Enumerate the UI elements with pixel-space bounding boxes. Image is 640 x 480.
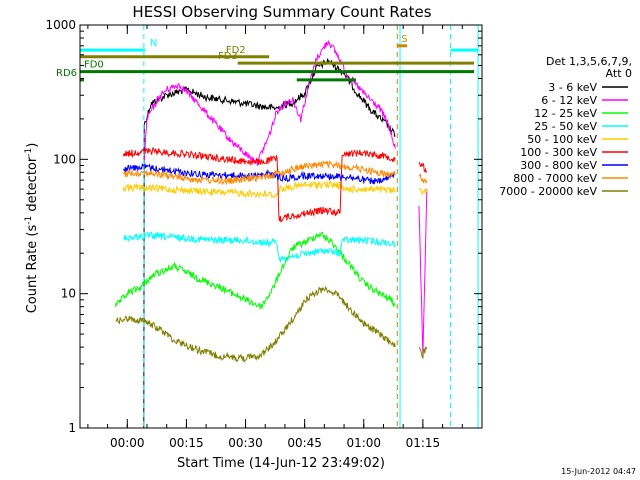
legend-label-800-7000-kev: 800 - 7000 keV — [513, 172, 597, 185]
y-tick-label-0: 1 — [68, 421, 76, 435]
x-tick-label-5: 01:15 — [406, 436, 441, 450]
legend-label-6-12-kev: 6 - 12 keV — [541, 94, 597, 107]
legend-label-300-800-kev: 300 - 800 keV — [520, 159, 597, 172]
series-7000-20000-kev-line-0 — [115, 286, 396, 363]
x-tick-label-3: 00:45 — [287, 436, 322, 450]
series-25-50-kev-line-0 — [123, 231, 396, 263]
series-layer — [115, 39, 428, 429]
series-6-12-kev-line-0 — [143, 39, 396, 167]
series-50-100-kev-line-0 — [122, 180, 396, 199]
legend-header-line-2: Att 0 — [606, 67, 632, 80]
x-tick-label-2: 00:30 — [228, 436, 263, 450]
series-300-800-kev-line-0 — [122, 163, 396, 185]
marker-fd0-label: FD0 — [84, 60, 104, 71]
x-tick-label-4: 01:00 — [346, 436, 381, 450]
y-axis-label-main: Count Rate (s — [25, 225, 40, 314]
marker-fd2-label: FD2 — [226, 45, 246, 56]
legend-label-12-25-kev: 12 - 25 keV — [534, 107, 597, 120]
series-3-6-kev-line-0 — [143, 58, 396, 429]
series-100-300-kev-line-1 — [418, 161, 428, 173]
series-6-12-kev-line-1 — [418, 189, 428, 357]
marker-rd6-label: RD6 — [56, 68, 77, 79]
y-axis-label-sup-2: -1 — [24, 148, 34, 157]
x-axis-label: Start Time (14-Jun-12 23:49:02) — [177, 456, 385, 471]
series-100-300-kev-line-0 — [122, 147, 396, 223]
series-50-100-kev-line-1 — [418, 188, 428, 196]
legend-label-3-6-kev: 3 - 6 keV — [548, 81, 597, 94]
marker-n-label: N — [150, 38, 157, 49]
timestamp: 15-Jun-2012 04:47 — [561, 467, 636, 476]
legend-header-line-1: Det 1,3,5,6,7,9, — [546, 55, 632, 68]
y-axis-label-mid: detector — [25, 156, 40, 216]
marker-s-label: S — [401, 34, 407, 45]
legend-label-50-100-kev: 50 - 100 keV — [527, 133, 597, 146]
y-axis-label-sup-1: -1 — [24, 216, 34, 225]
tick-layer: 1 10 100 1000 00:00 00:15 00:30 00:45 01:00 01:15 — [45, 18, 483, 450]
x-tick-label-0: 00:00 — [110, 436, 145, 450]
y-axis-label: Count Rate (s-1 detector-1) — [24, 143, 40, 314]
vline-layer — [143, 25, 479, 428]
y-tick-label-2: 100 — [53, 152, 76, 166]
x-tick-label-1: 00:15 — [169, 436, 204, 450]
y-tick-label-3: 1000 — [45, 18, 76, 32]
y-tick-label-1: 10 — [61, 287, 76, 301]
marker-fd3-label: FD3 — [218, 51, 238, 62]
series-800-7000-kev-line-1 — [418, 173, 428, 185]
legend-label-7000-20000-kev: 7000 - 20000 keV — [499, 185, 597, 198]
series-800-7000-kev-line-0 — [122, 159, 396, 186]
plot-frame — [79, 24, 483, 429]
series-12-25-kev-line-0 — [115, 231, 396, 310]
legend-label-25-50-kev: 25 - 50 keV — [534, 120, 597, 133]
series-7000-20000-kev-line-1 — [418, 346, 428, 360]
chart-title: HESSI Observing Summary Count Rates — [132, 3, 431, 21]
y-axis-label-end: ) — [25, 143, 40, 148]
legend-label-100-300-kev: 100 - 300 keV — [520, 146, 597, 159]
